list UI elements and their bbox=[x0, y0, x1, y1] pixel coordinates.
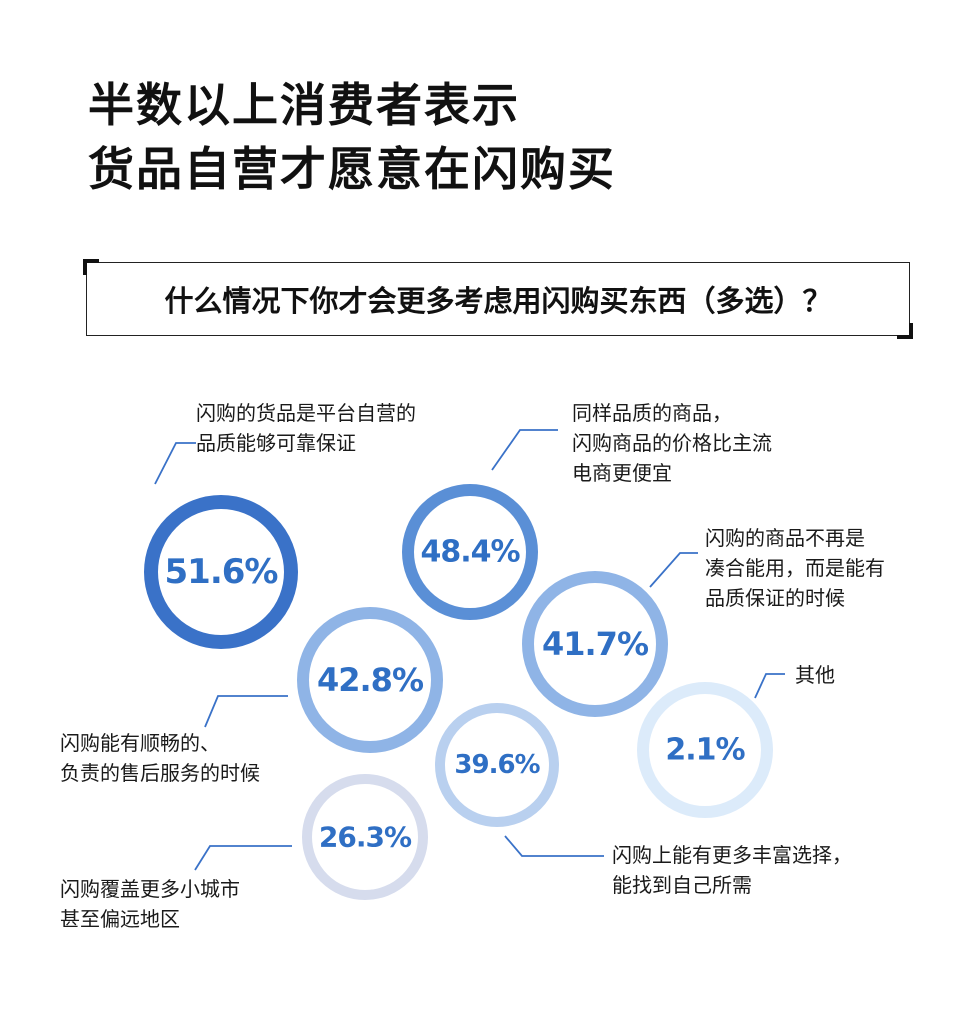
label-line: 闪购覆盖更多小城市 bbox=[60, 877, 240, 901]
bubble-ring bbox=[637, 682, 773, 818]
leader-line bbox=[649, 552, 698, 588]
bubble-category-label: 闪购的商品不再是 凑合能用，而是能有 品质保证的时候 bbox=[705, 523, 885, 613]
label-line: 负责的售后服务的时候 bbox=[60, 761, 260, 785]
bubble-category-label: 闪购上能有更多丰富选择， 能找到自己所需 bbox=[612, 840, 852, 900]
leader-line bbox=[491, 429, 558, 471]
label-line: 电商更便宜 bbox=[572, 461, 672, 485]
bubble-value-label: 48.4% bbox=[420, 535, 520, 570]
label-line: 能找到自己所需 bbox=[612, 873, 752, 897]
label-line: 闪购能有顺畅的、 bbox=[60, 731, 220, 755]
bubble-category-label: 闪购能有顺畅的、负责的售后服务的时候 bbox=[60, 728, 260, 788]
bubble-category-label: 同样品质的商品， 闪购商品的价格比主流 电商更便宜 bbox=[572, 398, 772, 488]
label-line: 闪购上能有更多丰富选择， bbox=[612, 843, 852, 867]
page-title-line1: 半数以上消费者表示 bbox=[88, 78, 520, 132]
leader-line bbox=[204, 695, 288, 728]
bubble-ring bbox=[522, 571, 668, 717]
label-line: 甚至偏远地区 bbox=[60, 907, 180, 931]
bubble-category-label: 其他 bbox=[795, 660, 835, 690]
leader-line bbox=[154, 442, 196, 485]
bubble-value-label: 39.6% bbox=[454, 750, 540, 780]
bubble-category-label: 闪购的货品是平台自营的 品质能够可靠保证 bbox=[196, 398, 416, 458]
bubble-ring bbox=[144, 495, 298, 649]
bubble-value-label: 41.7% bbox=[542, 625, 649, 663]
question-box: 什么情况下你才会更多考虑用闪购买东西（多选）？ bbox=[83, 259, 913, 339]
label-line: 品质保证的时候 bbox=[705, 586, 845, 610]
label-line: 闪购的商品不再是 bbox=[705, 526, 865, 550]
label-line: 同样品质的商品， bbox=[572, 401, 732, 425]
bubble-ring bbox=[297, 607, 443, 753]
leader-line bbox=[194, 845, 292, 871]
bubble-value-label: 2.1% bbox=[665, 733, 745, 768]
bubble-ring bbox=[435, 703, 559, 827]
corner-bracket-bottom-right bbox=[897, 323, 913, 339]
bubble-value-label: 26.3% bbox=[319, 821, 412, 854]
bubble-value-label: 51.6% bbox=[165, 552, 278, 592]
page-title-line2: 货品自营才愿意在闪购买 bbox=[88, 142, 616, 196]
bubble-category-label: 闪购覆盖更多小城市 甚至偏远地区 bbox=[60, 874, 240, 934]
corner-bracket-top-left bbox=[83, 259, 99, 275]
label-line: 闪购的货品是平台自营的 bbox=[196, 401, 416, 425]
bubble-value-label: 42.8% bbox=[317, 661, 424, 699]
label-line: 品质能够可靠保证 bbox=[196, 431, 356, 455]
leader-line bbox=[754, 673, 785, 699]
label-line: 闪购商品的价格比主流 bbox=[572, 431, 772, 455]
bubble-ring bbox=[302, 774, 428, 900]
label-line: 其他 bbox=[795, 663, 835, 687]
label-line: 凑合能用，而是能有 bbox=[705, 556, 885, 580]
question-text: 什么情况下你才会更多考虑用闪购买东西（多选）？ bbox=[164, 284, 832, 318]
bubble-ring bbox=[402, 484, 538, 620]
leader-line bbox=[504, 835, 604, 857]
